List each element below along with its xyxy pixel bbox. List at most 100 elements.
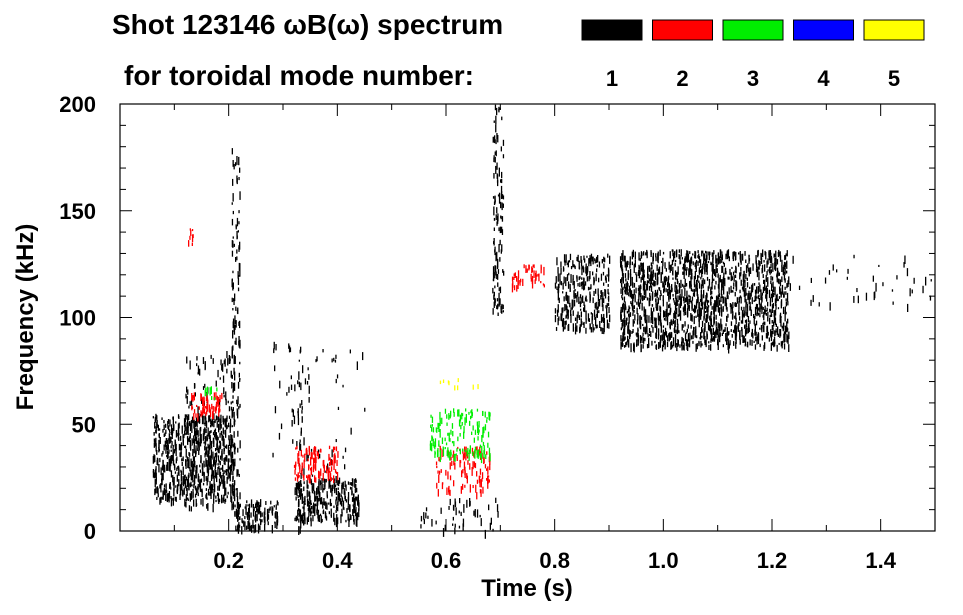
spectrum-mark <box>217 447 220 453</box>
spectrum-mark <box>338 480 340 487</box>
spectrum-mark <box>425 512 427 519</box>
spectrum-mark <box>457 378 459 383</box>
spectrum-mark <box>770 275 772 281</box>
spectrum-mark <box>351 487 353 496</box>
spectrum-mark <box>723 263 725 267</box>
spectrum-mark <box>469 445 471 454</box>
spectrum-mark <box>184 414 186 423</box>
spectrum-mark <box>335 354 337 359</box>
spectrum-mark <box>193 483 195 489</box>
spectrum-mark <box>780 341 782 347</box>
spectrum-mark <box>622 331 624 334</box>
spectrum-mark <box>464 446 466 452</box>
region-n1-chirp-low-b <box>294 477 360 528</box>
spectrum-mark <box>686 254 688 262</box>
spectrum-mark <box>520 278 522 283</box>
spectrum-mark <box>442 448 445 457</box>
spectrum-mark <box>476 509 479 518</box>
spectrum-mark <box>170 455 172 461</box>
spectrum-mark <box>342 384 344 388</box>
spectrum-mark <box>621 282 623 288</box>
spectrum-mark <box>493 241 495 245</box>
spectrum-mark <box>671 320 673 326</box>
spectrum-mark <box>473 437 475 443</box>
spectrum-mark <box>782 306 785 314</box>
spectrum-mark <box>601 327 603 334</box>
spectrum-mark <box>786 292 789 302</box>
spectrum-mark <box>663 276 666 283</box>
spectrum-mark <box>570 266 573 270</box>
spectrum-mark <box>746 311 749 316</box>
spectrum-mark <box>438 474 440 483</box>
spectrum-mark <box>232 160 234 167</box>
spectrum-mark <box>210 440 213 449</box>
spectrum-mark <box>538 273 540 282</box>
spectrum-mark <box>253 525 255 534</box>
spectrum-mark <box>335 496 338 501</box>
spectrum-mark <box>199 427 201 437</box>
spectrum-mark <box>168 462 170 469</box>
spectrum-mark <box>173 463 176 469</box>
spectrum-mark <box>226 368 228 374</box>
spectrum-mark <box>237 504 239 512</box>
spectrum-mark <box>224 499 226 504</box>
spectrum-mark <box>560 281 563 286</box>
spectrum-mark <box>215 415 218 421</box>
spectrum-mark <box>217 485 219 491</box>
spectrum-mark <box>602 292 604 299</box>
spectrum-mark <box>239 503 241 508</box>
spectrum-mark <box>697 250 699 254</box>
spectrum-mark <box>735 252 737 260</box>
spectrum-mark <box>781 343 783 349</box>
spectrum-mark <box>187 426 189 436</box>
spectrum-mark <box>219 432 221 438</box>
spectrum-mark <box>190 474 193 478</box>
spectrum-mark <box>674 262 676 267</box>
spectrum-mark <box>578 315 581 320</box>
spectrum-mark <box>238 340 240 346</box>
spectrum-mark <box>300 431 302 436</box>
spectrum-mark <box>674 270 677 280</box>
spectrum-mark <box>710 312 712 321</box>
spectrum-mark <box>690 256 693 264</box>
spectrum-mark <box>593 278 595 284</box>
spectrum-mark <box>742 335 744 343</box>
spectrum-mark <box>698 267 701 275</box>
spectrum-mark <box>467 447 469 454</box>
spectrum-mark <box>675 250 678 255</box>
spectrum-mark <box>172 452 174 461</box>
spectrum-mark <box>632 282 634 288</box>
spectrum-mark <box>153 432 155 436</box>
spectrum-mark <box>447 449 449 458</box>
spectrum-mark <box>682 267 684 270</box>
spectrum-mark <box>173 476 175 485</box>
spectrum-mark <box>478 475 480 483</box>
spectrum-mark <box>691 335 693 340</box>
spectrum-mark <box>187 459 189 465</box>
spectrum-mark <box>495 252 497 262</box>
spectrum-mark <box>711 296 713 300</box>
spectrum-mark <box>501 194 504 199</box>
spectrum-mark <box>627 335 629 343</box>
spectrum-mark <box>629 261 631 269</box>
spectrum-mark <box>626 317 628 321</box>
spectrum-mark <box>492 287 494 294</box>
spectrum-mark <box>755 268 758 273</box>
spectrum-mark <box>730 272 732 282</box>
spectrum-mark <box>442 528 445 537</box>
spectrum-mark <box>470 410 472 414</box>
spectrum-mark <box>247 526 249 530</box>
spectrum-mark <box>498 287 500 292</box>
spectrum-mark <box>227 464 230 474</box>
spectrum-mark <box>496 107 498 116</box>
spectrum-mark <box>302 365 304 374</box>
spectrum-mark <box>639 316 641 325</box>
spectrum-mark <box>669 334 671 339</box>
spectrum-mark <box>627 322 629 325</box>
spectrum-mark <box>590 327 592 333</box>
spectrum-mark <box>666 301 668 311</box>
spectrum-mark <box>233 324 235 332</box>
spectrum-mark <box>159 441 161 444</box>
spectrum-mark <box>656 304 659 311</box>
spectrum-mark <box>598 277 600 283</box>
